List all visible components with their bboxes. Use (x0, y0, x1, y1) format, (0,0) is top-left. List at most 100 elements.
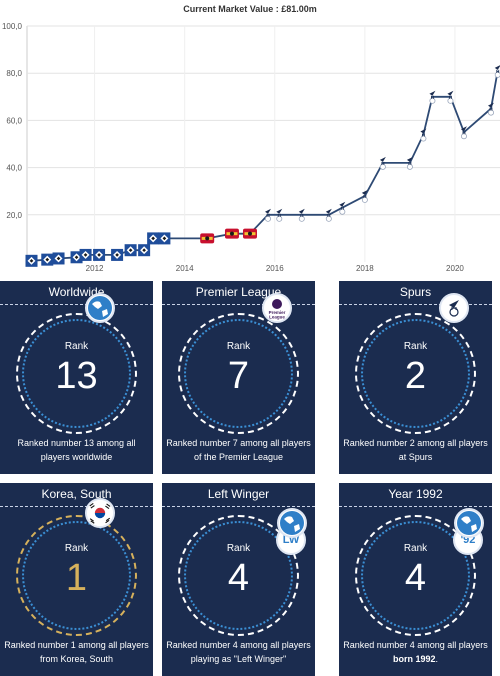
spurs-crest-marker (406, 156, 413, 170)
rank-description: Ranked number 13 among all players world… (4, 436, 149, 464)
rank-ring-inner (184, 319, 293, 428)
rank-label: Rank (226, 543, 251, 554)
rank-value: 7 (227, 355, 250, 397)
card-title: Premier League (195, 285, 282, 299)
market-value-chart-svg: 100,0 80,0 60,0 40,0 20,0 2012 2014 2016 2018 202… (2, 22, 500, 273)
rank-label: Rank (64, 543, 89, 554)
rank-description-text: Ranked number 1 among all players from K… (4, 640, 149, 664)
card-title: Spurs (399, 285, 432, 299)
rank-description-text: Ranked number 4 among all players (343, 640, 488, 650)
premier-league-logo-icon: Premier League (262, 293, 292, 323)
rank-description: Ranked number 2 among all players at Spu… (343, 436, 488, 464)
spurs-crest-marker (447, 90, 454, 104)
rank-description-text: Ranked number 7 among all players of the… (166, 438, 311, 462)
hamburg-crest-marker (70, 251, 83, 264)
x-tick-label: 2012 (86, 264, 104, 273)
rank-description-text: Ranked number 4 among all players playin… (166, 640, 311, 664)
rank-ring-inner (22, 319, 131, 428)
rank-label: Rank (226, 341, 251, 352)
rank-value: 13 (55, 355, 98, 397)
y-tick-label: 80,0 (6, 69, 22, 78)
rank-description: Ranked number 4 among all players born 1… (343, 638, 488, 666)
globe-icon (277, 508, 307, 538)
spurs-crest-marker (494, 65, 500, 78)
leverkusen-crest-marker (200, 233, 215, 244)
spurs-crest-marker (325, 208, 332, 222)
rank-ring: Rank 7 (178, 313, 299, 434)
spurs-crest-marker (339, 201, 346, 215)
rank-value: 4 (227, 557, 250, 599)
hamburg-crest-marker (124, 244, 137, 257)
leverkusen-crest-marker (242, 228, 257, 239)
market-value-line (31, 70, 499, 262)
rank-ring-inner (22, 521, 131, 630)
x-tick-label: 2014 (176, 264, 194, 273)
globe-icon (454, 508, 484, 538)
spurs-crest-marker (460, 126, 467, 140)
card-divider (339, 506, 492, 507)
rank-value: 2 (404, 355, 427, 397)
rank-description-tail: . (435, 654, 439, 664)
rank-ring-inner (361, 319, 470, 428)
hamburg-crest-marker (138, 244, 151, 257)
spurs-crest-marker (276, 208, 283, 222)
card-title: Worldwide (48, 285, 105, 299)
spurs-crest-marker (298, 208, 305, 222)
card-divider (339, 304, 492, 305)
rank-ring: Rank 2 (355, 313, 476, 434)
spurs-crest-marker (379, 156, 386, 170)
y-tick-label: 20,0 (6, 211, 22, 220)
hamburg-crest-marker (147, 232, 160, 245)
y-tick-label: 100,0 (2, 22, 23, 31)
spurs-crest-marker (265, 208, 272, 222)
hamburg-crest-marker (158, 232, 171, 245)
rank-description-text: Ranked number 2 among all players at Spu… (343, 438, 488, 462)
rank-label: Rank (403, 543, 428, 554)
chart-title: Current Market Value : £81.00m (183, 4, 317, 14)
rank-card: Worldwide Rank 13 Ranked number 13 among al… (0, 281, 153, 474)
card-title: Year 1992 (388, 487, 443, 501)
rank-value: 4 (404, 557, 427, 599)
hamburg-crest-marker (41, 253, 54, 266)
rank-description-bold: born 1992 (392, 654, 436, 664)
rank-description: Ranked number 4 among all players playin… (166, 638, 311, 666)
rank-card: Premier League Rank 7 Ranked number 7 among… (162, 281, 315, 474)
leverkusen-crest-marker (224, 228, 239, 239)
card-title: Korea, South (41, 487, 112, 501)
hamburg-crest-marker (52, 252, 65, 265)
hamburg-crest-marker (111, 248, 124, 261)
rank-card: Korea, South Rank 1 Ranked number 1 among a… (0, 483, 153, 676)
x-tick-label: 2018 (356, 264, 374, 273)
svg-text:Premier: Premier (269, 310, 286, 315)
svg-text:League: League (269, 315, 285, 320)
hamburg-crest-marker (25, 254, 38, 267)
spurs-crest-marker (487, 102, 494, 116)
spurs-crest-icon (439, 293, 469, 323)
y-tick-label: 40,0 (6, 164, 22, 173)
rank-label: Rank (403, 341, 428, 352)
hamburg-crest-marker (79, 248, 92, 261)
korea-flag-icon (85, 498, 115, 528)
rank-ring: Rank 13 (16, 313, 137, 434)
hamburg-crest-marker (93, 248, 106, 261)
rank-ring-inner (361, 521, 470, 630)
spurs-crest-marker (429, 90, 436, 104)
card-divider (162, 506, 315, 507)
rank-label: Rank (64, 341, 89, 352)
x-tick-label: 2016 (266, 264, 284, 273)
spurs-crest-marker (420, 128, 427, 142)
rank-description-text: Ranked number 13 among all players world… (17, 438, 136, 462)
spurs-crest-marker (361, 189, 368, 203)
market-value-chart: 100,0 80,0 60,0 40,0 20,0 2012 2014 2016 2018 202… (0, 0, 500, 276)
rank-card: Spurs Rank 2 Ranked number 2 among all play… (339, 281, 492, 474)
rank-ring: Rank 4 (178, 515, 299, 636)
rank-description: Ranked number 7 among all players of the… (166, 436, 311, 464)
globe-icon (85, 293, 115, 323)
rank-ring-inner (184, 521, 293, 630)
rank-ring: Rank 4 (355, 515, 476, 636)
card-divider (0, 506, 153, 507)
rank-description: Ranked number 1 among all players from K… (4, 638, 149, 666)
card-divider (162, 304, 315, 305)
rank-value: 1 (65, 557, 88, 599)
x-tick-label: 2020 (446, 264, 464, 273)
